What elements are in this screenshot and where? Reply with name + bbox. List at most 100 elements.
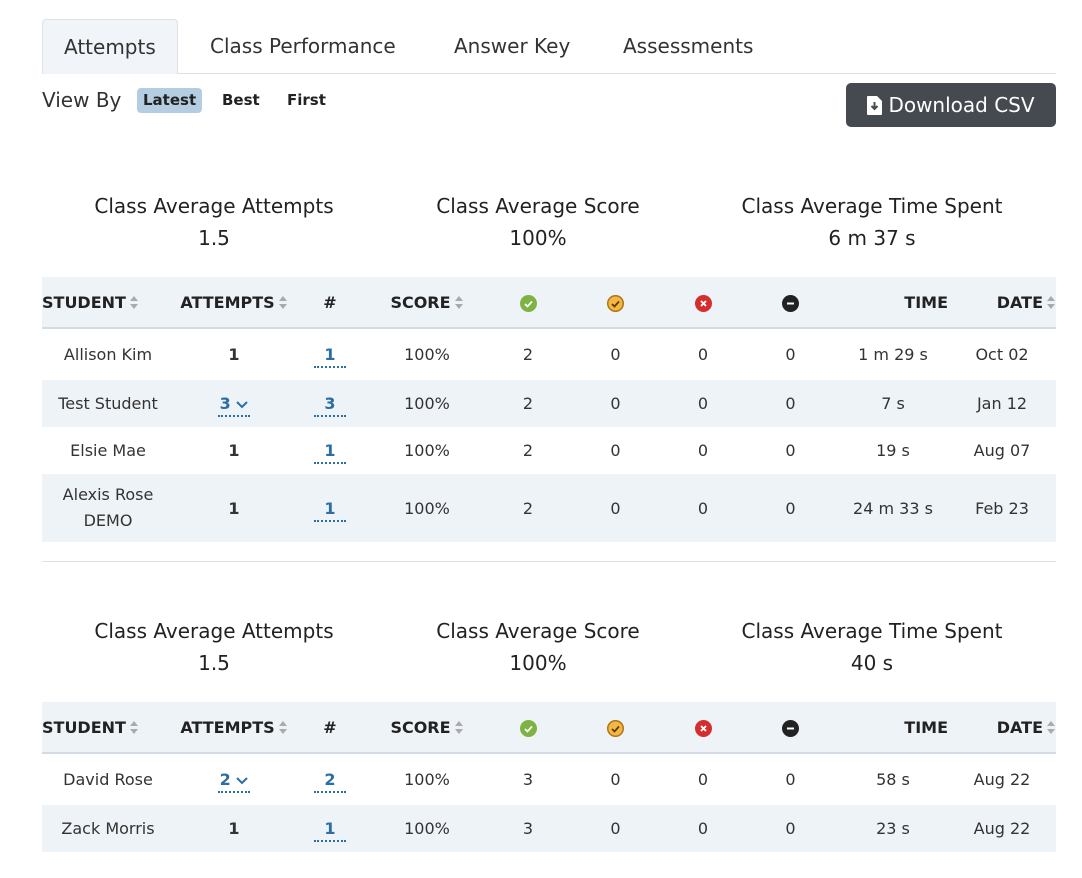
stat-avg-score: Class Average Score 100% <box>388 190 688 254</box>
tab-answer-key[interactable]: Answer Key <box>454 34 571 58</box>
date-cell: Aug 22 <box>948 753 1056 805</box>
student-name: David Rose <box>42 753 174 805</box>
view-by-best[interactable]: Best <box>222 91 260 109</box>
tab-attempts[interactable]: Attempts <box>42 19 178 74</box>
stat-value: 6 m 37 s <box>828 226 916 250</box>
partial-icon <box>607 294 624 312</box>
score-cell: 100% <box>366 805 488 852</box>
sort-icon[interactable] <box>278 720 288 735</box>
attempt-number-link[interactable]: 3 <box>314 394 346 417</box>
time-column-header: TIME <box>838 277 948 329</box>
student-column-header[interactable]: STUDENT <box>42 277 174 329</box>
attempt-number-cell: 2 <box>294 753 366 805</box>
time-cell: 7 s <box>838 380 948 427</box>
date-column-header[interactable]: DATE <box>948 277 1056 329</box>
stat-label: Class Average Attempts <box>94 619 334 643</box>
sort-icon[interactable] <box>1047 295 1056 310</box>
view-by-latest[interactable]: Latest <box>137 88 203 113</box>
attempt-number-cell: 3 <box>294 380 366 427</box>
score-column-header[interactable]: SCORE <box>366 702 488 754</box>
date-cell: Aug 22 <box>948 805 1056 852</box>
attempt-number-link[interactable]: 1 <box>314 498 346 522</box>
attempts-cell: 3 <box>174 380 294 427</box>
table-row: Allison Kim 1 1 100% 2 0 0 0 1 m 29 s Oct 02 <box>42 328 1056 380</box>
time-cell: 23 s <box>838 805 948 852</box>
attempts-cell: 2 <box>174 753 294 805</box>
unanswered-count: 0 <box>743 380 838 427</box>
stat-value: 1.5 <box>198 651 230 675</box>
stat-value: 40 s <box>850 651 894 675</box>
sort-icon[interactable] <box>454 295 464 310</box>
stat-avg-score: Class Average Score 100% <box>388 615 688 679</box>
file-download-icon <box>867 96 883 115</box>
sort-icon[interactable] <box>454 720 464 735</box>
stat-label: Class Average Score <box>436 619 640 643</box>
sort-icon[interactable] <box>129 720 139 735</box>
sort-icon[interactable] <box>1047 720 1056 735</box>
table-row: Alexis Rose DEMO 1 1 100% 2 0 0 0 24 m 33 s Feb 2… <box>42 474 1056 542</box>
date-cell: Oct 02 <box>948 328 1056 380</box>
attempt-number-cell: 1 <box>294 474 366 542</box>
time-cell: 19 s <box>838 427 948 474</box>
date-column-header[interactable]: DATE <box>948 702 1056 754</box>
download-csv-button[interactable]: Download CSV <box>846 83 1056 127</box>
incorrect-count: 0 <box>663 805 743 852</box>
partial-count: 0 <box>568 380 663 427</box>
sort-icon[interactable] <box>129 295 139 310</box>
partial-icon <box>607 719 624 737</box>
number-column-header: # <box>294 277 366 329</box>
unanswered-count: 0 <box>743 328 838 380</box>
attempts-cell: 1 <box>174 427 294 474</box>
table-row: Elsie Mae 1 1 100% 2 0 0 0 19 s Aug 07 <box>42 427 1056 474</box>
attempts-dropdown[interactable]: 2 <box>217 770 251 793</box>
unanswered-count: 0 <box>743 427 838 474</box>
tab-class-performance[interactable]: Class Performance <box>210 34 396 58</box>
score-cell: 100% <box>366 753 488 805</box>
unanswered-icon <box>782 294 799 312</box>
correct-count: 3 <box>488 805 568 852</box>
time-cell: 1 m 29 s <box>838 328 948 380</box>
unanswered-column-header <box>743 277 838 329</box>
correct-count: 2 <box>488 328 568 380</box>
attempt-number-cell: 1 <box>294 328 366 380</box>
score-cell: 100% <box>366 328 488 380</box>
attempts-table: STUDENT ATTEMPTS # SCORE TIME DATE Allison Kim… <box>42 277 1056 542</box>
incorrect-count: 0 <box>663 474 743 542</box>
attempts-column-header[interactable]: ATTEMPTS <box>174 702 294 754</box>
attempts-dropdown[interactable]: 3 <box>217 394 251 417</box>
chevron-down-icon <box>236 401 249 409</box>
attempt-number-link[interactable]: 1 <box>314 345 346 368</box>
attempt-number-link[interactable]: 1 <box>314 441 346 464</box>
incorrect-count: 0 <box>663 380 743 427</box>
download-csv-label: Download CSV <box>888 93 1035 117</box>
tab-assessments[interactable]: Assessments <box>623 34 754 58</box>
stat-value: 1.5 <box>198 226 230 250</box>
date-cell: Feb 23 <box>948 474 1056 542</box>
view-by-first[interactable]: First <box>287 91 326 109</box>
student-column-header[interactable]: STUDENT <box>42 702 174 754</box>
partial-column-header <box>568 702 663 754</box>
score-cell: 100% <box>366 427 488 474</box>
table-row: Test Student 3 3 100% 2 0 0 0 7 s Jan 12 <box>42 380 1056 427</box>
attempts-cell: 1 <box>174 328 294 380</box>
attempt-number-link[interactable]: 2 <box>314 770 346 793</box>
correct-column-header <box>488 277 568 329</box>
unanswered-count: 0 <box>743 474 838 542</box>
incorrect-column-header <box>663 277 743 329</box>
table-header-row: STUDENT ATTEMPTS # SCORE TIME DATE <box>42 277 1056 329</box>
partial-count: 0 <box>568 805 663 852</box>
student-name: Test Student <box>42 380 174 427</box>
correct-icon <box>519 719 537 737</box>
attempts-cell: 1 <box>174 805 294 852</box>
attempts-column-header[interactable]: ATTEMPTS <box>174 277 294 329</box>
partial-column-header <box>568 277 663 329</box>
partial-count: 0 <box>568 753 663 805</box>
attempt-number-link[interactable]: 1 <box>314 819 346 842</box>
sort-icon[interactable] <box>278 295 288 310</box>
partial-count: 0 <box>568 427 663 474</box>
incorrect-column-header <box>663 702 743 754</box>
view-by-label: View By <box>42 88 122 112</box>
stat-avg-attempts: Class Average Attempts 1.5 <box>64 615 364 679</box>
stat-value: 100% <box>509 651 567 675</box>
score-column-header[interactable]: SCORE <box>366 277 488 329</box>
